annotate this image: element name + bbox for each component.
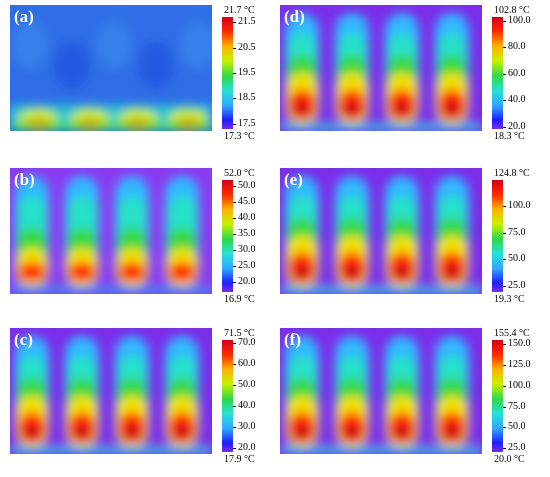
thermal-image: (e) — [280, 168, 482, 294]
thermal-image: (a) — [10, 5, 212, 131]
colorbar-tick-label: 100.0 — [508, 379, 531, 391]
colorbar-tick-label: 18.5 — [238, 92, 256, 104]
colorbar-tick-label: 35.0 — [238, 228, 256, 240]
colorbar-max-label: 124.8 °C — [494, 168, 530, 179]
thermal-image: (f) — [280, 328, 482, 454]
colorbar-tick-label: 45.0 — [238, 196, 256, 208]
colorbar — [222, 340, 233, 452]
colorbar-tick-label: 19.5 — [238, 67, 256, 78]
colorbar-tick-label: 25.0 — [508, 441, 526, 453]
colorbar-tick-label: 20.0 — [508, 120, 526, 132]
colorbar-tick-label: 20.0 — [238, 441, 256, 453]
colorbar-tick — [503, 206, 506, 208]
colorbar-tick — [233, 343, 236, 345]
colorbar-max-label: 52.0 °C — [224, 168, 255, 179]
colorbar-tick-label: 60.0 — [508, 67, 526, 79]
colorbar-tick-label: 25.0 — [238, 260, 256, 272]
colorbar — [492, 340, 503, 452]
colorbar-tick — [503, 20, 506, 22]
colorbar-tick-label: 60.0 — [238, 358, 256, 370]
colorbar-tick — [503, 73, 506, 75]
colorbar-tick — [233, 426, 236, 428]
colorbar-tick-label: 21.5 — [238, 16, 256, 28]
colorbar-tick-label: 75.0 — [508, 226, 526, 238]
colorbar-tick-label: 150.0 — [508, 338, 531, 350]
panel-label: (f) — [284, 330, 301, 349]
panel-label: (a) — [14, 7, 34, 26]
colorbar-min-label: 18.3 °C — [494, 131, 525, 142]
colorbar-tick — [233, 384, 236, 386]
colorbar-tick-label: 50.0 — [508, 253, 526, 265]
colorbar-tick-label: 40.0 — [238, 399, 256, 411]
colorbar-tick — [233, 364, 236, 366]
colorbar-min-label: 19.3 °C — [494, 294, 525, 305]
colorbar — [222, 180, 233, 292]
colorbar-min-label: 16.9 °C — [224, 294, 255, 305]
colorbar-tick — [503, 47, 506, 49]
colorbar-tick-label: 25.0 — [508, 279, 526, 291]
colorbar-tick-label: 80.0 — [508, 41, 526, 53]
colorbar-tick — [233, 186, 236, 188]
colorbar-tick — [233, 447, 236, 449]
colorbar — [222, 17, 233, 129]
colorbar-min-label: 17.3 °C — [224, 131, 255, 142]
colorbar-tick — [233, 405, 236, 407]
colorbar-tick-label: 70.0 — [238, 337, 256, 349]
colorbar-tick — [233, 234, 236, 236]
colorbar-max-label: 21.7 °C — [224, 5, 255, 16]
colorbar-tick — [233, 282, 236, 284]
colorbar-tick-label: 100.0 — [508, 14, 531, 26]
colorbar-tick — [503, 365, 506, 367]
colorbar-tick — [233, 73, 236, 74]
colorbar-tick-label: 30.0 — [238, 420, 256, 432]
colorbar-max-label: 102.8 °C — [494, 5, 530, 16]
colorbar-tick — [503, 285, 506, 287]
colorbar-tick — [233, 202, 236, 204]
colorbar-tick — [503, 344, 506, 346]
colorbar-tick — [233, 22, 236, 24]
colorbar-tick — [503, 447, 506, 449]
colorbar-tick — [503, 406, 506, 408]
colorbar-tick-label: 100.0 — [508, 200, 531, 212]
colorbar-min-label: 20.0 °C — [494, 454, 525, 465]
colorbar-tick — [233, 266, 236, 268]
colorbar-tick — [503, 126, 506, 128]
colorbar-tick-label: 125.0 — [508, 359, 531, 371]
thermal-image: (b) — [10, 168, 212, 294]
colorbar-tick-label: 50.0 — [508, 421, 526, 433]
colorbar-tick-label: 50.0 — [238, 378, 256, 390]
colorbar-max-label: 155.4 °C — [494, 328, 530, 339]
colorbar-tick-label: 40.0 — [238, 212, 256, 224]
colorbar-tick-label: 20.5 — [238, 41, 256, 53]
colorbar — [492, 17, 503, 129]
colorbar-tick-label: 50.0 — [238, 180, 256, 192]
panel-label: (b) — [14, 170, 35, 189]
colorbar-tick — [503, 100, 506, 102]
colorbar-tick — [233, 123, 236, 125]
colorbar-tick — [233, 218, 236, 220]
colorbar-tick — [233, 250, 236, 252]
colorbar — [492, 180, 503, 292]
colorbar-tick — [233, 47, 236, 49]
colorbar-min-label: 17.9 °C — [224, 454, 255, 465]
colorbar-tick — [503, 259, 506, 261]
colorbar-tick-label: 75.0 — [508, 400, 526, 412]
colorbar-tick — [503, 232, 506, 234]
colorbar-tick — [503, 427, 506, 429]
thermal-image: (d) — [280, 5, 482, 131]
colorbar-tick-label: 17.5 — [238, 117, 256, 129]
colorbar-tick — [233, 98, 236, 100]
thermal-image: (c) — [10, 328, 212, 454]
panel-label: (e) — [284, 170, 303, 189]
colorbar-tick-label: 40.0 — [508, 94, 526, 106]
colorbar-max-label: 71.5 °C — [224, 328, 255, 339]
colorbar-tick — [503, 385, 506, 387]
panel-label: (d) — [284, 7, 305, 26]
colorbar-tick-label: 30.0 — [238, 244, 256, 256]
colorbar-tick-label: 20.0 — [238, 276, 256, 288]
panel-label: (c) — [14, 330, 33, 349]
